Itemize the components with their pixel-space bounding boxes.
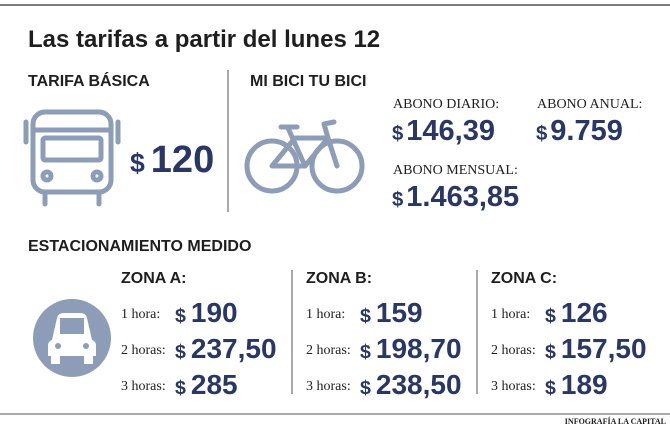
amount: 120 [151, 139, 214, 181]
zone-name: ZONA B: [306, 270, 372, 287]
title: Las tarifas a partir del lunes 12 [28, 26, 380, 53]
currency: $ [130, 148, 145, 178]
bus-icon [23, 109, 121, 207]
row-label: 1 hora: [491, 307, 530, 322]
price: $9.759 [536, 115, 623, 147]
amount: 237,50 [191, 333, 277, 364]
bike-heading: MI BICI TU BICI [250, 73, 366, 90]
price: $285 [175, 369, 238, 400]
price: $159 [360, 297, 423, 328]
plan-label: ABONO MENSUAL: [393, 163, 518, 178]
bike-icon [244, 119, 365, 194]
row-label: 2 horas: [306, 343, 351, 358]
amount: 1.463,85 [406, 181, 519, 213]
currency: $ [360, 341, 371, 363]
plan-label: ABONO ANUAL: [537, 97, 642, 112]
currency: $ [545, 341, 556, 363]
row-label: 3 horas: [491, 379, 536, 394]
currency: $ [175, 305, 186, 327]
row-label: 1 hora: [121, 307, 160, 322]
price: $146,39 [392, 115, 495, 147]
currency: $ [392, 189, 403, 211]
amount: 238,50 [376, 369, 462, 400]
currency: $ [545, 305, 556, 327]
row-label: 2 horas: [491, 343, 536, 358]
currency: $ [360, 305, 371, 327]
amount: 126 [561, 297, 608, 328]
currency: $ [536, 123, 547, 145]
price: $157,50 [545, 333, 647, 364]
parking-heading: ESTACIONAMIENTO MEDIDO [28, 238, 251, 255]
price: $237,50 [175, 333, 277, 364]
amount: 198,70 [376, 333, 462, 364]
amount: 190 [191, 297, 238, 328]
currency: $ [545, 377, 556, 399]
currency: $ [175, 341, 186, 363]
row-label: 3 horas: [121, 379, 166, 394]
price: $198,70 [360, 333, 462, 364]
currency: $ [360, 377, 371, 399]
amount: 146,39 [406, 115, 495, 147]
basic-heading: TARIFA BÁSICA [28, 71, 150, 90]
amount: 9.759 [550, 115, 623, 147]
price: $238,50 [360, 369, 462, 400]
amount: 157,50 [561, 333, 647, 364]
currency: $ [175, 377, 186, 399]
credit: INFOGRAFÍA LA CAPITAL [565, 416, 666, 426]
amount: 285 [191, 369, 238, 400]
price: $189 [545, 369, 608, 400]
row-label: 3 horas: [306, 379, 351, 394]
row-label: 2 horas: [121, 343, 166, 358]
car-icon [33, 299, 111, 377]
currency: $ [392, 123, 403, 145]
row-label: 1 hora: [306, 307, 345, 322]
plan-label: ABONO DIARIO: [393, 97, 499, 112]
zone-name: ZONA C: [491, 270, 557, 287]
price: $126 [545, 297, 608, 328]
amount: 159 [376, 297, 423, 328]
price: $1.463,85 [392, 181, 519, 213]
price: $120 [130, 139, 214, 181]
amount: 189 [561, 369, 608, 400]
zone-name: ZONA A: [121, 270, 186, 287]
price: $190 [175, 297, 238, 328]
